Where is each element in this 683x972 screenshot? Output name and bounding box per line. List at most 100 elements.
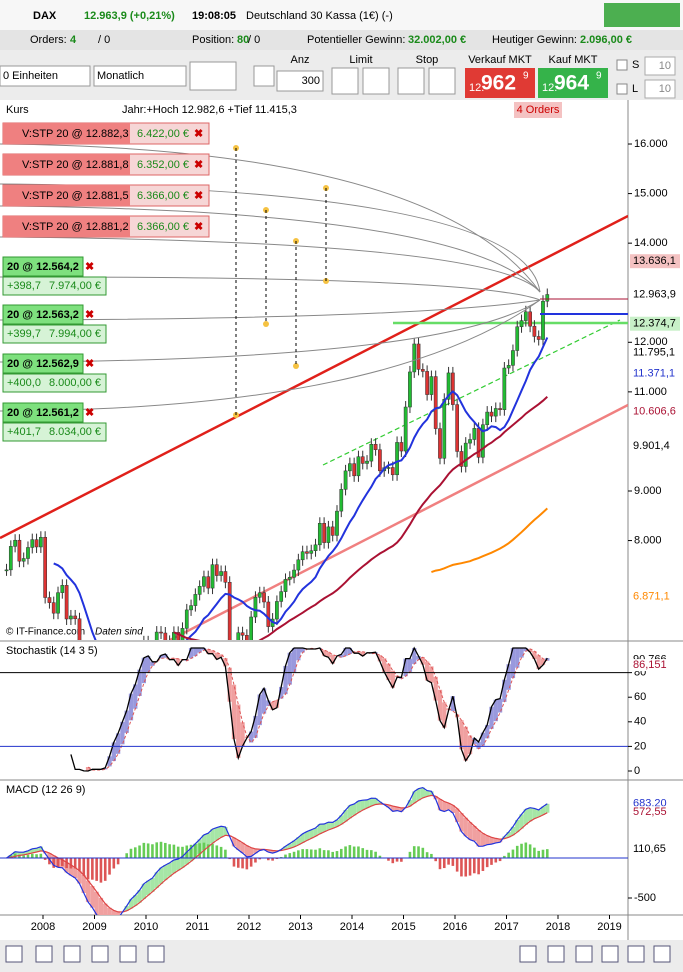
orders-label: Orders: (30, 34, 67, 46)
order-close[interactable]: ✖ (194, 221, 203, 233)
macd-hist (284, 854, 287, 858)
macd-marker-bg (630, 806, 672, 819)
tool-button[interactable] (253, 65, 275, 87)
macd-hist (198, 843, 201, 858)
order-close[interactable]: ✖ (194, 159, 203, 171)
macd-hist (425, 852, 429, 858)
candle (30, 539, 35, 548)
macd-hist (116, 858, 120, 865)
position-points: +401,7 (7, 426, 41, 438)
macd-hist (82, 858, 86, 876)
candle (266, 601, 271, 627)
macd-hist (164, 842, 167, 858)
candle (305, 551, 309, 554)
macd-hist (292, 851, 296, 858)
position-value: 80 (237, 34, 249, 46)
stop-sell[interactable] (428, 67, 456, 95)
toolbar-icon[interactable] (147, 945, 165, 963)
candle (227, 582, 232, 640)
toolbar-icon[interactable] (63, 945, 81, 963)
toolbar-icon[interactable] (601, 945, 619, 963)
toolbar-icon[interactable] (119, 945, 137, 963)
sell-button[interactable] (465, 68, 535, 98)
macd-hist (86, 858, 90, 880)
candle (8, 546, 13, 571)
l-input[interactable] (644, 79, 676, 99)
stop-buy[interactable] (397, 67, 425, 95)
macd-hist (78, 858, 81, 871)
macd-hist (507, 852, 510, 858)
candle (335, 510, 339, 536)
macd-hist (485, 858, 489, 868)
macd-hist (267, 858, 270, 861)
order-arc (0, 236, 541, 293)
chart-info: Jahr:+Hoch 12.982,6 +Tief 11.415,3 (122, 104, 297, 116)
window-buttons[interactable] (604, 3, 680, 27)
candle (253, 597, 258, 618)
toolbar-icon[interactable] (627, 945, 645, 963)
l-check[interactable] (616, 83, 628, 95)
candle (287, 576, 292, 580)
s-check[interactable] (616, 59, 628, 71)
orders-count: 4 (70, 34, 77, 46)
position-label: 20 @ 12.561,2 (7, 407, 79, 419)
macd-hist (421, 847, 425, 858)
toolbar-icon[interactable] (91, 945, 109, 963)
candle (283, 579, 288, 592)
s-input[interactable] (644, 56, 676, 76)
order-close[interactable]: ✖ (194, 128, 203, 140)
macd-hist (219, 846, 223, 858)
toolbar-icon[interactable] (653, 945, 671, 963)
candle (317, 523, 322, 546)
macd-marker: 110,65 (633, 843, 666, 855)
macd-hist (520, 843, 523, 858)
buy-button[interactable] (538, 68, 608, 98)
units-select[interactable] (0, 65, 91, 87)
macd-hist (515, 845, 519, 858)
orders-badge-bg[interactable] (514, 102, 562, 118)
macd-hist (335, 851, 339, 858)
macd-hist (279, 856, 283, 858)
macd-hist (271, 858, 274, 861)
toolbar-icon[interactable] (35, 945, 53, 963)
candle (142, 642, 145, 658)
indicator-button[interactable] (189, 61, 237, 91)
macd-hist (511, 849, 515, 858)
position-close: ✖ (85, 309, 94, 321)
toolbar-icon[interactable] (547, 945, 565, 963)
macd-hist (305, 849, 309, 858)
candle (360, 456, 365, 464)
macd-hist (48, 858, 51, 865)
candle (455, 404, 460, 452)
toolbar-icon[interactable] (519, 945, 537, 963)
macd-hist (103, 858, 107, 881)
candle (43, 536, 47, 598)
period-select[interactable] (93, 65, 187, 87)
price-marker: 10.606,6 (633, 405, 676, 417)
toolbar-icon[interactable] (5, 945, 23, 963)
price-plot (0, 143, 628, 658)
candle (17, 539, 22, 562)
x-tick-label: 2013 (288, 921, 312, 933)
y-tick-label: 8.000 (634, 534, 662, 546)
candle (202, 576, 206, 587)
order-label-bg (3, 216, 130, 237)
macd-hist (331, 851, 334, 858)
order-close[interactable]: ✖ (194, 190, 203, 202)
candle (493, 408, 498, 417)
macd-hist (142, 842, 146, 858)
qty: 300 (302, 75, 320, 87)
candle (21, 558, 26, 562)
limit-sell[interactable] (362, 67, 390, 95)
position-points: +399,7 (7, 328, 41, 340)
y-tick-label: 20 (634, 740, 646, 752)
candle (26, 547, 30, 559)
bottom-toolbar (0, 940, 683, 972)
toolbar-icon[interactable] (575, 945, 593, 963)
limit-buy[interactable] (331, 67, 359, 95)
qty-input[interactable] (276, 70, 324, 92)
candle (515, 326, 520, 351)
price-marker: 13.636,1 (633, 255, 676, 267)
price-marker-bg (630, 366, 680, 381)
macd-hist (236, 858, 240, 868)
